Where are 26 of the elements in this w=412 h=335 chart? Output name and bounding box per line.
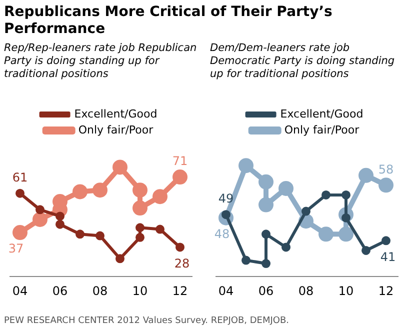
data-label: 48 [214, 226, 230, 241]
x-tick-label: 10 [338, 284, 354, 298]
x-tick-label: 12 [378, 284, 394, 298]
chart-subtitle: Rep/Rep-leaners rate job Republican Party is doing standing up for traditional positions [3, 42, 198, 82]
x-tick-label: 08 [298, 284, 314, 298]
x-tick-label: 04 [12, 284, 28, 298]
x-tick-label: 04 [218, 284, 234, 298]
data-label: 49 [218, 192, 234, 206]
legend-label: Excellent/Good [280, 107, 364, 120]
x-tick-label: 06 [52, 284, 68, 298]
x-tick-label: 10 [132, 284, 148, 298]
x-tick-label: 06 [258, 284, 274, 298]
data-label: 37 [8, 242, 24, 256]
text: PEW RESEARCH CENTER 2012 Values Survey. REPJOB, DEMJOB. [3, 316, 290, 326]
chart-subtitle: Dem/Dem-leaners rate job Democratic Party is doing standing up for traditional positions [209, 42, 396, 82]
legend-label: Excellent/Good [74, 107, 158, 120]
legend-label: Only fair/Poor [78, 123, 154, 136]
data-label: 28 [174, 256, 190, 270]
data-label: 71 [172, 154, 188, 168]
legend-label: Only fair/Poor [284, 123, 360, 136]
chart-title: Republicans More Critical of Their Party’s Performance [3, 3, 334, 39]
x-tick-label: 12 [172, 284, 188, 298]
data-label: 58 [378, 162, 394, 176]
x-tick-label: 08 [92, 284, 108, 298]
data-label: 41 [380, 250, 396, 264]
data-label: 61 [12, 170, 28, 184]
